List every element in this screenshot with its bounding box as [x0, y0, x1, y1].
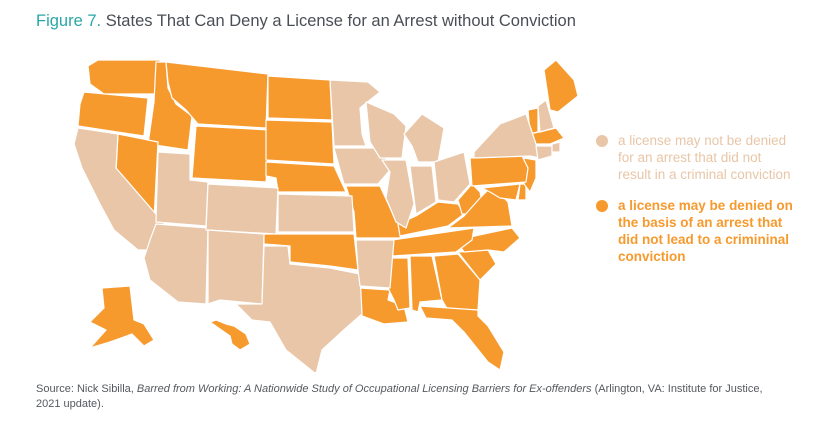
state-il	[381, 159, 415, 229]
legend-label-deny: a license may be denied on the basis of …	[618, 198, 793, 264]
state-az	[143, 223, 209, 305]
figure-title-text: States That Can Deny a License for an Ar…	[105, 12, 576, 30]
state-ct	[535, 145, 553, 161]
state-ri	[551, 141, 561, 153]
state-ok	[263, 233, 359, 271]
state-fl	[419, 305, 505, 371]
state-tx	[235, 245, 363, 372]
legend-label-no-deny: a license may not be denied for an arres…	[618, 133, 791, 182]
state-nd	[267, 75, 333, 121]
state-ks	[277, 193, 355, 233]
state-hi	[209, 319, 251, 351]
state-wy	[191, 125, 271, 183]
state-pa	[469, 155, 529, 187]
state-nh	[537, 99, 555, 133]
state-de	[517, 183, 527, 201]
legend-swatch-no-deny	[596, 135, 608, 147]
source-work-title: Barred from Working: A Nationwide Study …	[136, 383, 592, 395]
source-note: Source: Nick Sibilla, Barred from Workin…	[36, 382, 776, 412]
us-states-map	[73, 59, 579, 372]
legend-swatch-deny	[596, 200, 608, 212]
state-nm	[207, 229, 265, 305]
state-sd	[265, 119, 335, 165]
state-va	[447, 185, 513, 229]
state-al	[409, 255, 443, 313]
state-in	[409, 165, 437, 215]
legend-item-deny: a license may be denied on the basis of …	[596, 197, 796, 265]
state-md	[481, 183, 521, 201]
state-nc	[455, 227, 521, 253]
legend: a license may not be denied for an arres…	[596, 132, 796, 279]
state-mn	[329, 79, 381, 147]
state-ca	[73, 127, 169, 251]
source-prefix: Source: Nick Sibilla,	[36, 383, 137, 395]
state-mi	[403, 113, 445, 163]
figure-label: Figure 7.	[36, 12, 102, 30]
state-wa	[87, 59, 161, 95]
state-ar	[355, 239, 395, 289]
state-or	[77, 91, 149, 137]
source-suffix: (Arlington, VA: Institute for Justice, 2…	[36, 383, 763, 410]
state-wi	[365, 101, 407, 159]
figure-title: Figure 7. States That Can Deny a License…	[36, 12, 576, 31]
state-oh	[433, 151, 471, 203]
state-me	[543, 59, 579, 113]
state-co	[205, 183, 279, 235]
state-ut	[155, 151, 209, 227]
legend-item-no-deny: a license may not be denied for an arres…	[596, 132, 796, 183]
state-ak	[89, 285, 155, 349]
